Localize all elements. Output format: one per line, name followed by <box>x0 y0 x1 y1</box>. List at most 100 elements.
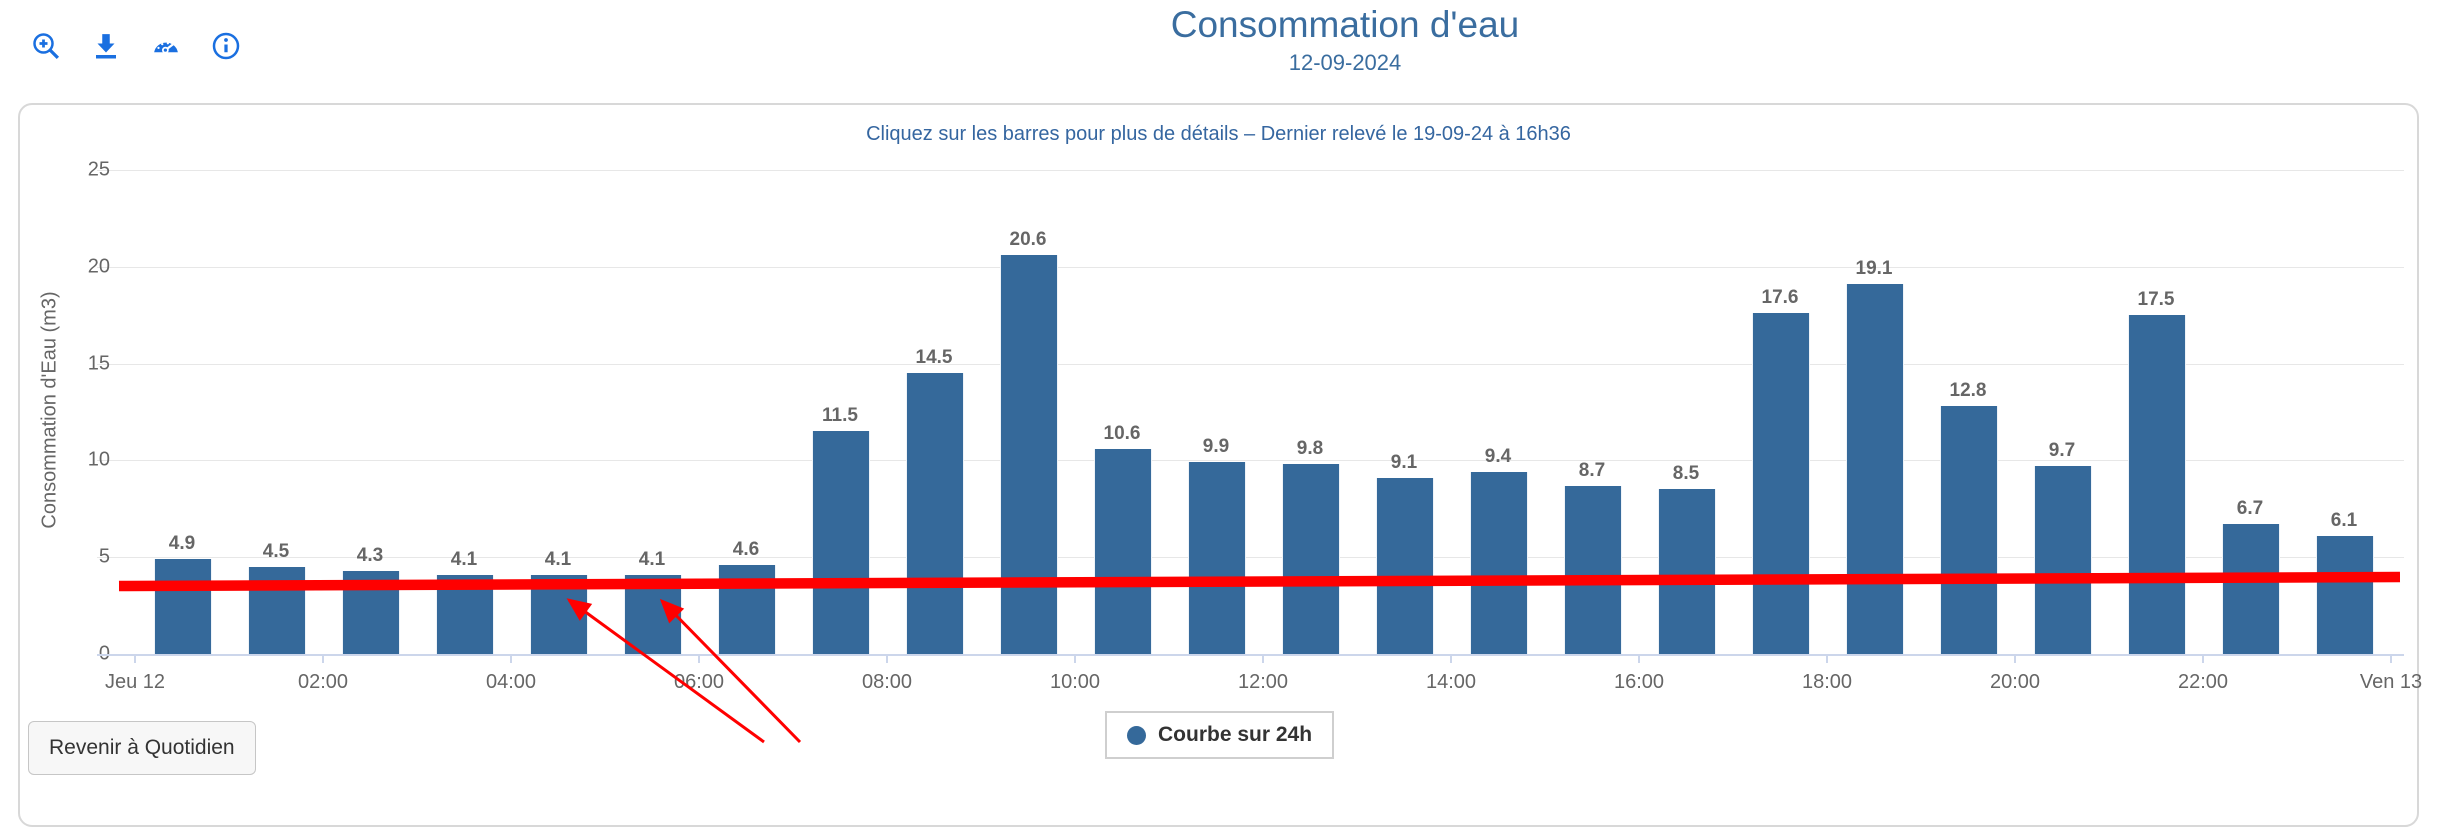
bar-value-label: 17.5 <box>2137 289 2175 310</box>
bar-hour-04:00[interactable] <box>530 575 588 654</box>
bar-hour-22:00[interactable] <box>2222 524 2280 654</box>
chart-panel: Cliquez sur les barres pour plus de déta… <box>18 103 2422 827</box>
bar-hour-01:00[interactable] <box>248 567 306 654</box>
bar-hour-11:00[interactable] <box>1188 462 1246 654</box>
y-tick-label: 10 <box>87 448 110 471</box>
bar-hour-23:00[interactable] <box>2316 536 2374 654</box>
bar-hour-19:00[interactable] <box>1940 406 1998 654</box>
bar-hour-17:00[interactable] <box>1752 313 1810 654</box>
x-tick-mark <box>2390 654 2392 663</box>
bar-hour-08:00[interactable] <box>906 373 964 654</box>
bar-value-label: 4.6 <box>732 539 760 560</box>
x-tick-mark <box>510 654 512 663</box>
bar-value-label: 6.7 <box>2236 498 2264 519</box>
bar-value-label: 8.7 <box>1578 460 1606 481</box>
bar-value-label: 11.5 <box>822 405 858 426</box>
download-icon[interactable] <box>90 30 122 62</box>
bar-value-label: 9.4 <box>1484 446 1512 467</box>
y-gridline <box>97 364 2404 365</box>
bar-hour-03:00[interactable] <box>436 575 494 654</box>
x-tick-label: Jeu 12 <box>104 671 166 693</box>
y-tick-label: 20 <box>87 255 110 278</box>
page-date: 12-09-2024 <box>1288 50 1402 75</box>
bar-value-label: 12.8 <box>1949 380 1987 401</box>
bar-value-label: 8.5 <box>1672 463 1700 484</box>
bar-hour-16:00[interactable] <box>1658 489 1716 654</box>
bar-hour-21:00[interactable] <box>2128 315 2186 654</box>
x-tick-mark <box>1450 654 1452 663</box>
x-tick-mark <box>2014 654 2016 663</box>
x-tick-mark <box>1074 654 1076 663</box>
y-tick-label: 5 <box>98 545 110 568</box>
zoom-in-icon[interactable] <box>30 30 62 62</box>
bar-hour-13:00[interactable] <box>1376 478 1434 654</box>
bar-value-label: 6.1 <box>2330 510 2358 531</box>
y-gridline <box>97 170 2404 171</box>
x-tick-label: 10:00 <box>1049 671 1101 693</box>
x-tick-mark <box>322 654 324 663</box>
bar-hour-05:00[interactable] <box>624 575 682 654</box>
bar-hour-10:00[interactable] <box>1094 449 1152 654</box>
x-axis-line <box>97 654 2404 656</box>
x-tick-label: 16:00 <box>1613 671 1665 693</box>
bar-hour-02:00[interactable] <box>342 571 400 654</box>
x-tick-mark <box>698 654 700 663</box>
x-tick-mark <box>1262 654 1264 663</box>
legend-item[interactable]: Courbe sur 24h <box>1105 711 1335 759</box>
back-to-daily-button[interactable]: Revenir à Quotidien <box>28 721 256 775</box>
bar-value-label: 9.1 <box>1390 452 1418 473</box>
bar-hour-14:00[interactable] <box>1470 472 1528 654</box>
bar-hour-06:00[interactable] <box>718 565 776 654</box>
x-tick-mark <box>2202 654 2204 663</box>
y-tick-label: 15 <box>87 352 110 375</box>
bar-value-label: 17.6 <box>1761 287 1799 308</box>
info-icon[interactable] <box>210 30 242 62</box>
x-tick-label: 18:00 <box>1801 671 1853 693</box>
legend-series-dot <box>1127 725 1146 745</box>
x-tick-label: 08:00 <box>861 671 913 693</box>
bar-hour-18:00[interactable] <box>1846 284 1904 654</box>
bar-value-label: 4.1 <box>450 549 478 570</box>
bar-value-label: 4.9 <box>168 533 196 554</box>
x-tick-mark <box>134 654 136 663</box>
bar-hour-15:00[interactable] <box>1564 486 1622 654</box>
chart-toolbar <box>30 30 242 62</box>
x-tick-label: 22:00 <box>2177 671 2229 693</box>
x-tick-mark <box>1638 654 1640 663</box>
bar-hour-07:00[interactable] <box>812 431 870 654</box>
x-tick-mark <box>1826 654 1828 663</box>
x-tick-mark <box>886 654 888 663</box>
bar-value-label: 4.3 <box>356 545 384 566</box>
y-gridline <box>97 460 2404 461</box>
bar-hour-09:00[interactable] <box>1000 255 1058 654</box>
bar-value-label: 9.7 <box>2048 440 2076 461</box>
bar-value-label: 4.5 <box>262 541 290 562</box>
y-tick-label: 0 <box>54 643 110 666</box>
bar-value-label: 4.1 <box>544 549 572 570</box>
bar-value-label: 14.5 <box>915 347 953 368</box>
x-tick-label: 20:00 <box>1989 671 2041 693</box>
x-tick-label: 04:00 <box>485 671 537 693</box>
x-tick-label: 02:00 <box>297 671 349 693</box>
bar-value-label: 19.1 <box>1855 258 1893 279</box>
bar-value-label: 9.9 <box>1202 436 1230 457</box>
page-title: Consommation d'eau <box>1170 4 1520 45</box>
y-axis-title: Consommation d'Eau (m3) <box>38 291 61 529</box>
bar-value-label: 20.6 <box>1009 229 1047 250</box>
x-tick-label: Ven 13 <box>2359 671 2423 693</box>
y-gridline <box>97 267 2404 268</box>
chart-note: Cliquez sur les barres pour plus de déta… <box>866 123 1571 145</box>
x-tick-label: 14:00 <box>1425 671 1477 693</box>
x-tick-label: 12:00 <box>1237 671 1289 693</box>
bar-value-label: 4.1 <box>638 549 666 570</box>
gauge-icon[interactable] <box>150 30 182 62</box>
x-tick-label: 06:00 <box>673 671 725 693</box>
bar-value-label: 9.8 <box>1296 438 1324 459</box>
legend-series-label: Courbe sur 24h <box>1158 723 1313 746</box>
bar-hour-12:00[interactable] <box>1282 464 1340 654</box>
y-gridline <box>97 557 2404 558</box>
bar-value-label: 10.6 <box>1103 423 1141 444</box>
y-tick-label: 25 <box>87 158 110 181</box>
bar-hour-20:00[interactable] <box>2034 466 2092 654</box>
bar-hour-00:00[interactable] <box>154 559 212 654</box>
